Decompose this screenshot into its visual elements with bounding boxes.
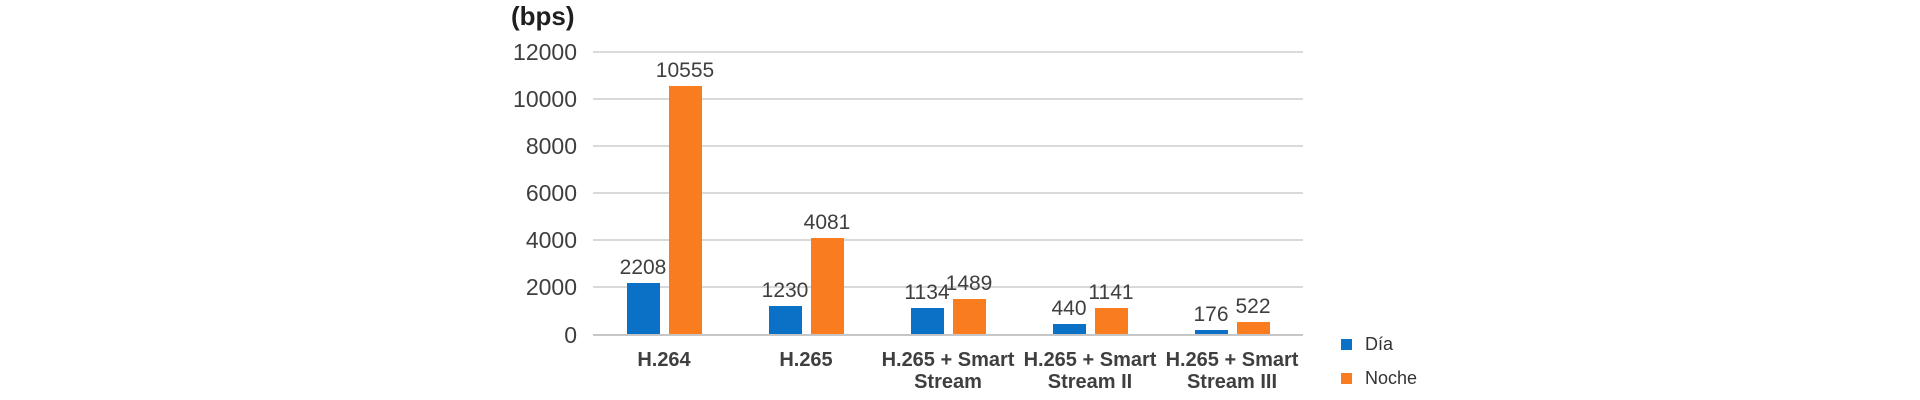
bar-noche-h-265-smart-stream-iii — [1236, 322, 1270, 335]
bar-día-h-265-smart-stream-ii — [1052, 324, 1086, 335]
data-label: 2208 — [619, 255, 667, 279]
bar-noche-h-264 — [668, 86, 702, 335]
legend-item-d-a: Día — [1341, 334, 1417, 355]
data-label: 10555 — [655, 59, 715, 83]
y-axis-tick-label: 10000 — [513, 86, 577, 113]
data-label: 1230 — [761, 278, 809, 302]
bar-día-h-265-smart-stream — [910, 307, 944, 335]
bar-noche-h-265-smart-stream-ii — [1094, 307, 1128, 335]
category-label-line: H.265 + Smart — [1023, 348, 1157, 371]
x-axis-baseline — [593, 333, 1303, 336]
legend-swatch-icon — [1341, 373, 1352, 384]
category-label-line: H.265 + Smart — [881, 348, 1015, 371]
data-label: 1489 — [945, 272, 993, 296]
gridline — [593, 192, 1303, 195]
y-axis-tick-label: 12000 — [513, 39, 577, 65]
data-label: 1134 — [904, 280, 950, 304]
category-label: H.265 + Smart Stream III — [1147, 349, 1317, 393]
data-label: 176 — [1193, 303, 1229, 327]
data-label: 522 — [1235, 295, 1271, 319]
category-label-line: Stream — [914, 370, 982, 393]
legend: Día Noche — [1341, 334, 1417, 400]
y-axis-tick-label: 0 — [564, 321, 577, 348]
data-label: 1141 — [1088, 280, 1134, 304]
bar-día-h-264 — [626, 282, 660, 335]
gridline — [593, 239, 1303, 242]
category-label: H.265 + Smart Stream II — [1005, 349, 1175, 393]
y-axis-tick-label: 4000 — [525, 227, 577, 254]
bar-día-h-265 — [768, 305, 802, 335]
bar-noche-h-265-smart-stream — [952, 299, 986, 335]
category-label: H.264 — [579, 349, 749, 371]
gridline — [593, 286, 1303, 289]
legend-swatch-icon — [1341, 339, 1352, 350]
y-axis-tick-label: 2000 — [525, 274, 577, 301]
gridline — [593, 145, 1303, 148]
y-axis-tick-label: 8000 — [525, 133, 577, 160]
legend-item-noche: Noche — [1341, 368, 1417, 389]
category-label-line: Stream II — [1047, 370, 1133, 393]
data-label: 4081 — [803, 211, 851, 235]
legend-label: Día — [1365, 334, 1394, 354]
bar-día-h-265-smart-stream-iii — [1194, 330, 1228, 335]
category-label-line: H.264 — [637, 348, 691, 371]
bar-noche-h-265 — [810, 238, 844, 335]
category-label-line: H.265 + Smart — [1165, 348, 1299, 371]
y-axis-tick-label: 6000 — [525, 180, 577, 207]
y-axis-unit-label: (bps) — [511, 1, 575, 31]
gridline — [593, 98, 1303, 101]
category-label: H.265 + Smart Stream — [863, 349, 1033, 393]
category-label-line: Stream III — [1186, 370, 1278, 393]
legend-label: Noche — [1365, 368, 1418, 388]
category-label: H.265 — [721, 349, 891, 371]
data-label: 440 — [1051, 297, 1087, 321]
category-label-line: H.265 — [779, 348, 833, 371]
gridline — [593, 51, 1303, 53]
